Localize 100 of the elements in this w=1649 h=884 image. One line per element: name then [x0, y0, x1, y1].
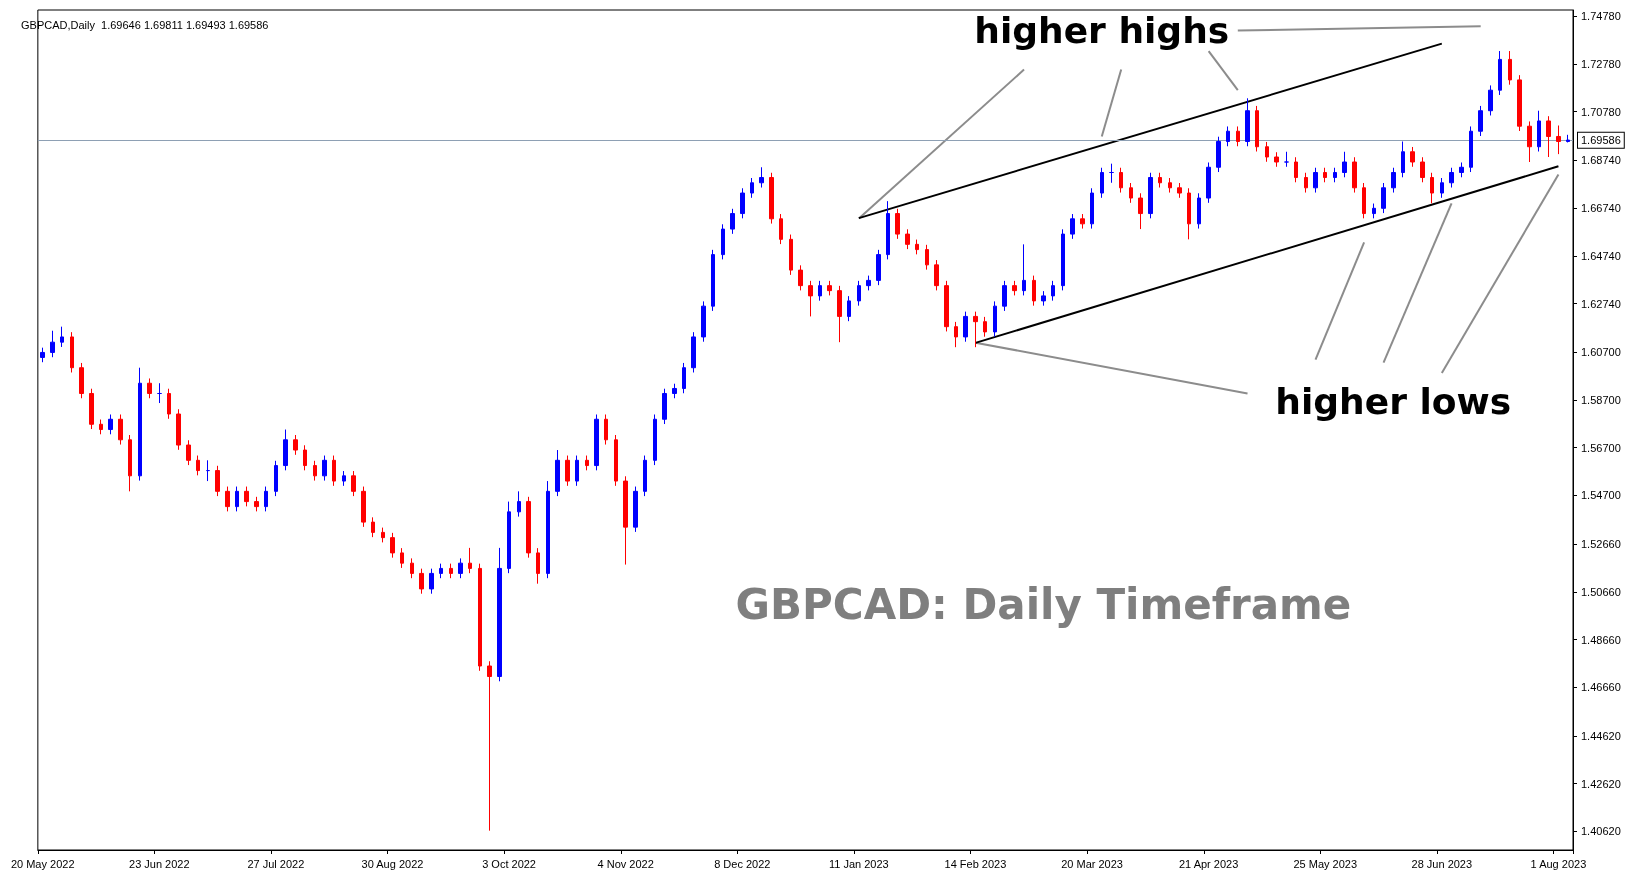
candlestick [419, 568, 424, 595]
candlestick [1274, 151, 1279, 168]
candlestick [614, 434, 618, 487]
y-tick-label: 1.74780 [1581, 10, 1621, 23]
y-tick-label: 1.46660 [1581, 681, 1621, 694]
x-tick-label: 11 Jan 2023 [828, 857, 889, 870]
candlestick [1265, 141, 1269, 163]
candlestick [1488, 84, 1493, 116]
candlestick [215, 465, 220, 497]
candlestick [449, 563, 453, 579]
candlestick [1226, 125, 1230, 147]
candlestick [1391, 167, 1396, 194]
candlestick [1401, 140, 1405, 178]
x-tick-label: 20 Mar 2023 [1061, 857, 1123, 870]
candlestick [905, 228, 910, 250]
candlestick [351, 470, 356, 497]
candlestick [1410, 146, 1415, 168]
candlestick [944, 280, 949, 332]
candlestick [507, 501, 511, 574]
x-tick-label: 3 Oct 2022 [482, 857, 536, 870]
candlestick [546, 480, 550, 579]
x-tick-label: 20 May 2022 [10, 857, 75, 870]
candlestick [1216, 136, 1221, 173]
candlestick [1537, 110, 1541, 153]
candlestick [993, 300, 997, 338]
y-tick-label: 1.52660 [1581, 538, 1621, 551]
candlestick [604, 413, 608, 446]
candlestick [274, 460, 278, 497]
x-tick-label: 14 Feb 2023 [944, 857, 1007, 870]
candlestick [740, 187, 745, 219]
candlestick [633, 486, 638, 533]
candlestick [837, 285, 842, 343]
candlestick [1440, 177, 1444, 199]
y-tick-label: 1.60700 [1581, 346, 1621, 359]
x-tick-label: 23 Jun 2022 [129, 857, 190, 870]
candlestick [623, 475, 628, 566]
x-tick-label: 8 Dec 2022 [714, 857, 771, 870]
candlestick [381, 527, 385, 543]
candlestick [429, 568, 434, 595]
candlestick [128, 434, 132, 492]
candlestick [254, 496, 259, 512]
annotation: higher highs [974, 9, 1230, 51]
candlestick [1002, 280, 1007, 312]
candlestick [313, 460, 317, 482]
candlestick [827, 280, 832, 296]
candlestick [1313, 167, 1318, 194]
candlestick [750, 177, 754, 199]
candlestick [1138, 192, 1143, 230]
x-tick-label: 21 Apr 2023 [1178, 857, 1239, 870]
y-tick-label: 1.54700 [1581, 489, 1621, 502]
candlestick [458, 557, 463, 579]
candlestick [1342, 151, 1347, 178]
candlestick [332, 455, 336, 487]
y-tick-label: 1.72780 [1581, 57, 1621, 70]
candlestick [89, 388, 94, 430]
candlestick [206, 459, 210, 482]
candlestick [857, 280, 861, 307]
candlestick [244, 486, 249, 507]
candlestick [70, 331, 74, 373]
candlestick [1090, 187, 1094, 230]
candlestick [1032, 275, 1036, 307]
y-tick-label: 1.44620 [1581, 729, 1621, 742]
candlestick [1459, 161, 1464, 178]
candlestick [99, 419, 103, 435]
candlestick [439, 563, 443, 579]
x-tick-label: 1 Aug 2023 [1530, 857, 1587, 870]
candlestick [682, 362, 686, 394]
candlestick [701, 300, 706, 343]
y-tick-label: 1.40620 [1581, 825, 1621, 838]
candlestick [895, 208, 900, 240]
candlestick [1304, 172, 1308, 194]
y-tick-label: 1.58700 [1581, 393, 1621, 406]
candlestick [915, 239, 919, 255]
candlestick [225, 486, 230, 512]
candlestick [1362, 182, 1366, 219]
candlestick [934, 259, 939, 291]
candlestick [50, 330, 55, 358]
candlestick [1070, 213, 1075, 240]
candlestick [1177, 182, 1182, 199]
candlestick [361, 486, 366, 528]
candlestick [1051, 280, 1055, 302]
candlestick [585, 455, 589, 471]
candlestick [1197, 192, 1201, 230]
candlestick [1022, 243, 1026, 296]
annotation: GBPCAD: Daily Timeframe [735, 579, 1352, 629]
y-tick-label: 1.42620 [1581, 777, 1621, 790]
candlestick [1148, 172, 1153, 219]
candlestick [789, 234, 793, 276]
candlestick [293, 434, 298, 456]
candlestick [769, 172, 774, 225]
candlestick [730, 208, 735, 235]
candlestick [1129, 182, 1133, 204]
candlestick [594, 413, 599, 471]
x-tick-label: 4 Nov 2022 [597, 857, 654, 870]
candlestick [497, 547, 502, 682]
candlestick [526, 496, 531, 559]
candlestick [176, 408, 181, 451]
x-tick-label: 30 Aug 2022 [361, 857, 424, 870]
candlestick [1323, 167, 1327, 183]
y-tick-label: 1.66740 [1581, 202, 1621, 215]
